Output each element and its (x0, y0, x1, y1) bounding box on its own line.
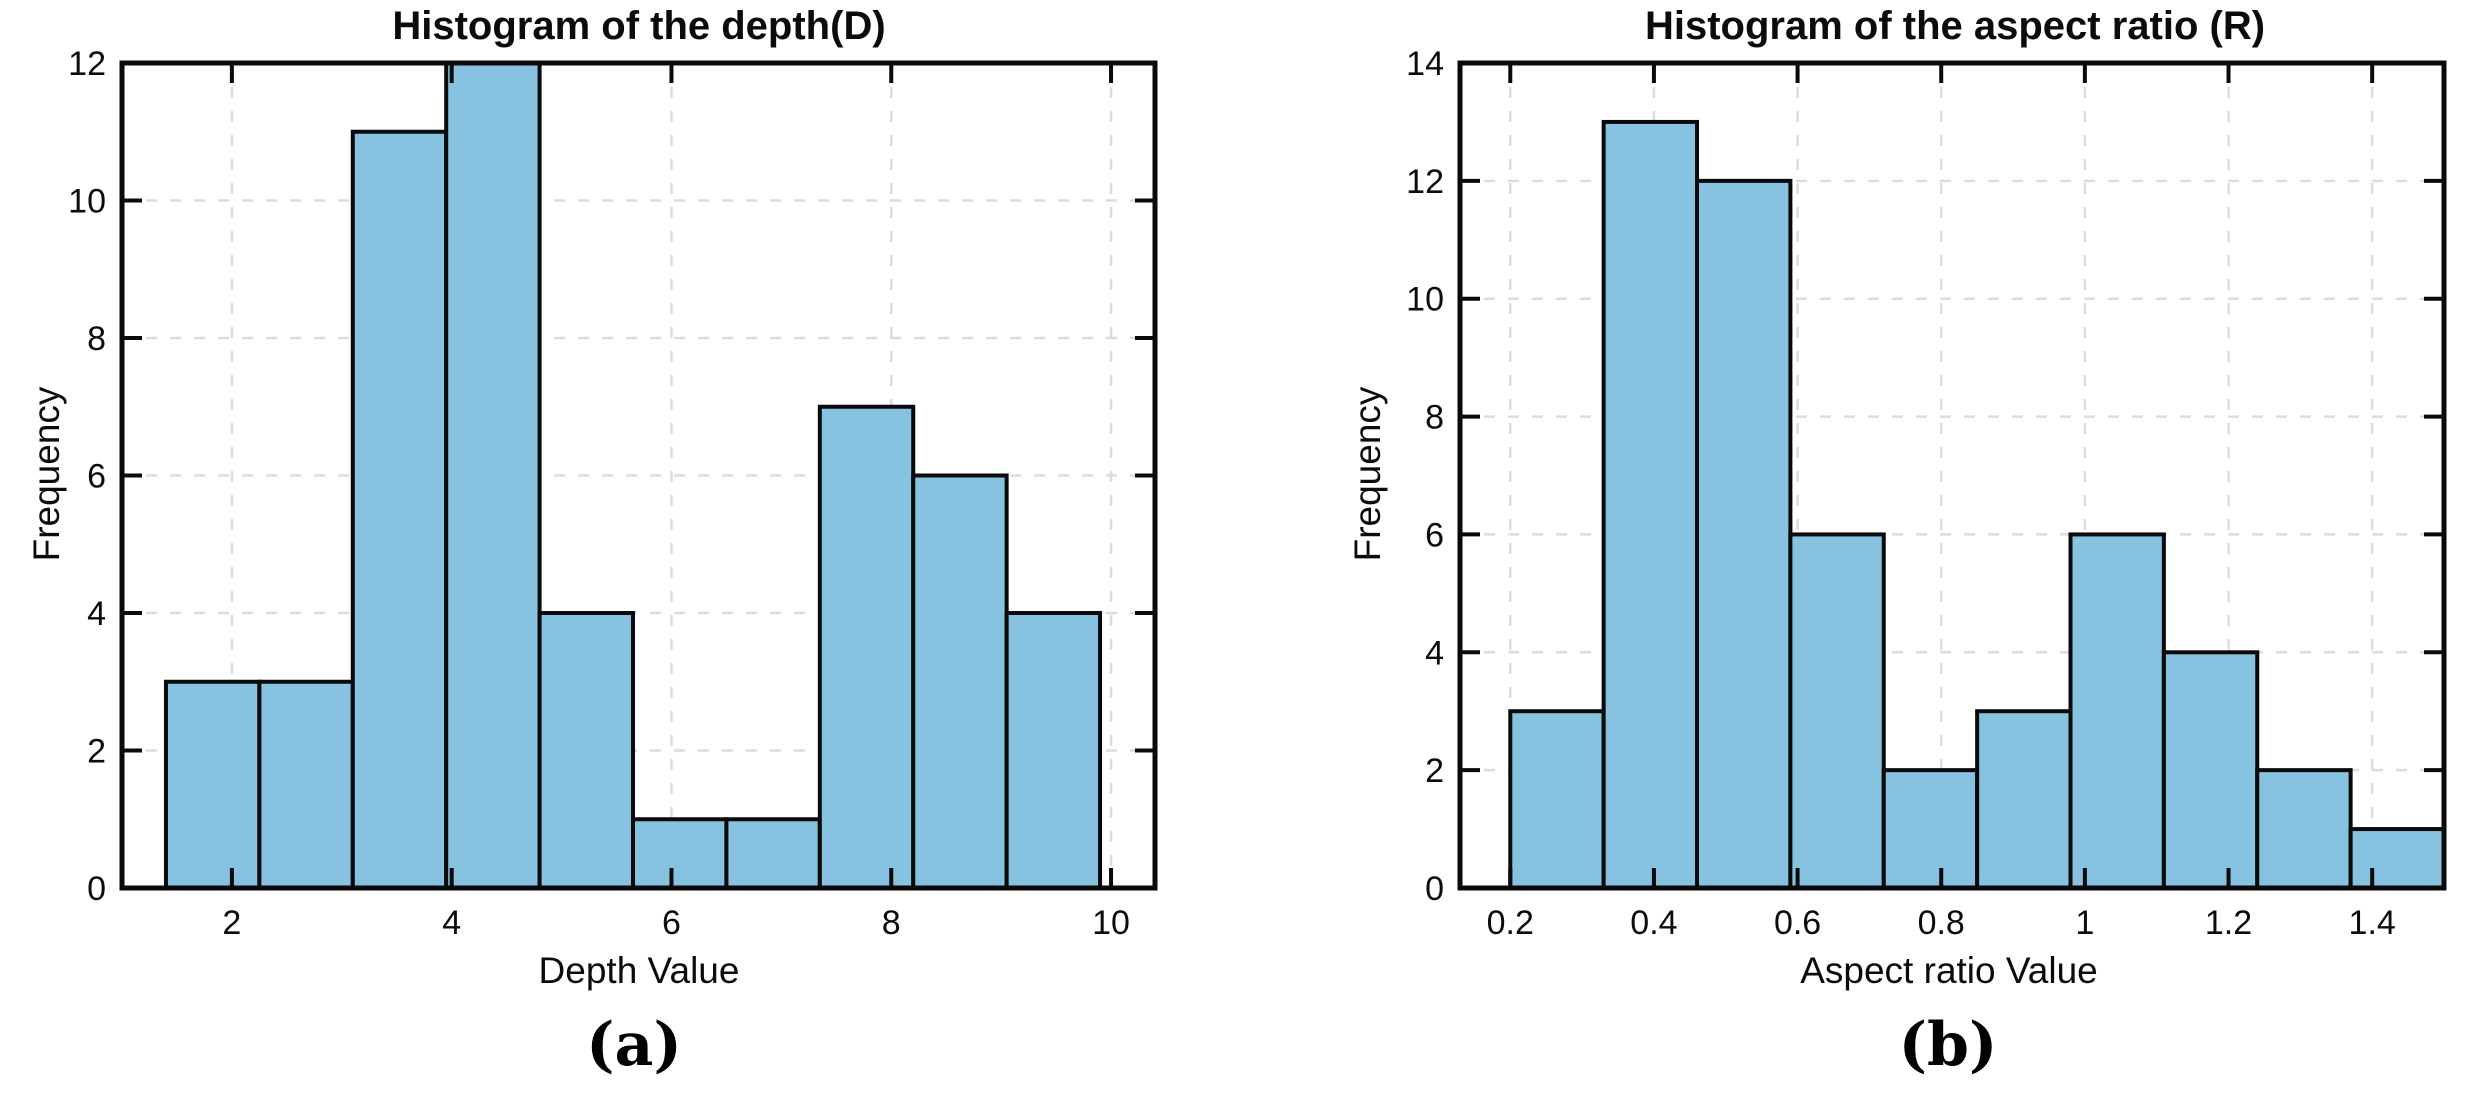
histogram-bar (444, 61, 542, 890)
y-tick-label: 10 (68, 183, 106, 221)
x-axis-label: Aspect ratio Value (1800, 950, 2098, 991)
x-tick-label: 6 (662, 904, 681, 942)
histogram-a-figure: 2 4 6 8 10 0 2 4 6 8 10 12 Histogram of the depth(D… (26, 4, 1158, 1080)
histogram-bar (537, 611, 636, 890)
subfigure-caption: (a) (586, 1010, 682, 1080)
histogram-bar (2255, 768, 2353, 891)
histogram-bar (1975, 709, 2073, 891)
histogram-bar (2068, 532, 2166, 891)
y-tick-label: 12 (68, 45, 106, 83)
y-tick-label: 4 (1425, 634, 1444, 672)
histogram-bar (1788, 532, 1886, 891)
chart-title: Histogram of the aspect ratio (R) (1644, 4, 2266, 48)
histogram-bar (817, 404, 916, 890)
y-tick-label: 0 (87, 870, 106, 908)
x-tick-label: 0.2 (1487, 904, 1534, 942)
x-tick-label: 10 (1092, 904, 1130, 942)
x-tick-label: 0.4 (1630, 904, 1677, 942)
histogram-b-figure: 0.2 0.4 0.6 0.8 1 1.2 1.4 0 2 4 6 8 10 12 14 Histogram… (1243, 0, 2486, 1114)
y-tick-label: 10 (1406, 281, 1444, 319)
histogram-bar (2348, 827, 2446, 890)
histogram-bar (163, 679, 262, 890)
x-tick-label: 1 (2075, 904, 2094, 942)
subfigure-caption: (b) (1898, 1010, 1998, 1080)
y-tick-label: 6 (1425, 516, 1444, 554)
x-tick-label: 4 (442, 904, 461, 942)
y-tick-label: 4 (87, 595, 106, 633)
y-tick-label: 2 (87, 733, 106, 771)
axes-box (1457, 60, 2447, 891)
y-axis-label: Frequency (26, 386, 67, 562)
histogram-bar (350, 129, 449, 890)
histogram-bar (257, 679, 355, 890)
y-tick-label: 14 (1406, 45, 1444, 83)
plot-canvas-a: 2 4 6 8 10 0 2 4 6 8 10 12 (68, 45, 1158, 942)
x-tick-label: 1.2 (2205, 904, 2252, 942)
y-tick-label: 8 (87, 320, 106, 358)
histogram-bar (1881, 768, 1980, 891)
chart-title: Histogram of the depth(D) (392, 4, 886, 48)
histogram-bar (1601, 119, 1700, 890)
histogram-bar (1695, 178, 1793, 891)
x-tick-label: 8 (882, 904, 901, 942)
y-axis-label: Frequency (1347, 386, 1388, 562)
x-tick-label: 1.4 (2349, 904, 2396, 942)
y-tick-label: 6 (87, 458, 106, 496)
x-tick-label: 0.6 (1774, 904, 1821, 942)
histogram-bar (2161, 650, 2260, 890)
histogram-bar (1004, 611, 1103, 890)
y-tick-label: 0 (1425, 870, 1444, 908)
y-tick-label: 2 (1425, 752, 1444, 790)
histogram-bar (724, 817, 822, 890)
y-tick-label: 12 (1406, 163, 1444, 201)
histogram-bar (1508, 709, 1606, 891)
x-tick-label: 2 (222, 904, 241, 942)
x-tick-label: 0.8 (1918, 904, 1965, 942)
histogram-bar (911, 473, 1009, 890)
y-tick-label: 8 (1425, 399, 1444, 437)
plot-canvas-b: 0.2 0.4 0.6 0.8 1 1.2 1.4 0 2 4 6 8 10 12 14 (1406, 45, 2447, 942)
histogram-bar (631, 817, 729, 890)
x-axis-label: Depth Value (538, 950, 740, 991)
